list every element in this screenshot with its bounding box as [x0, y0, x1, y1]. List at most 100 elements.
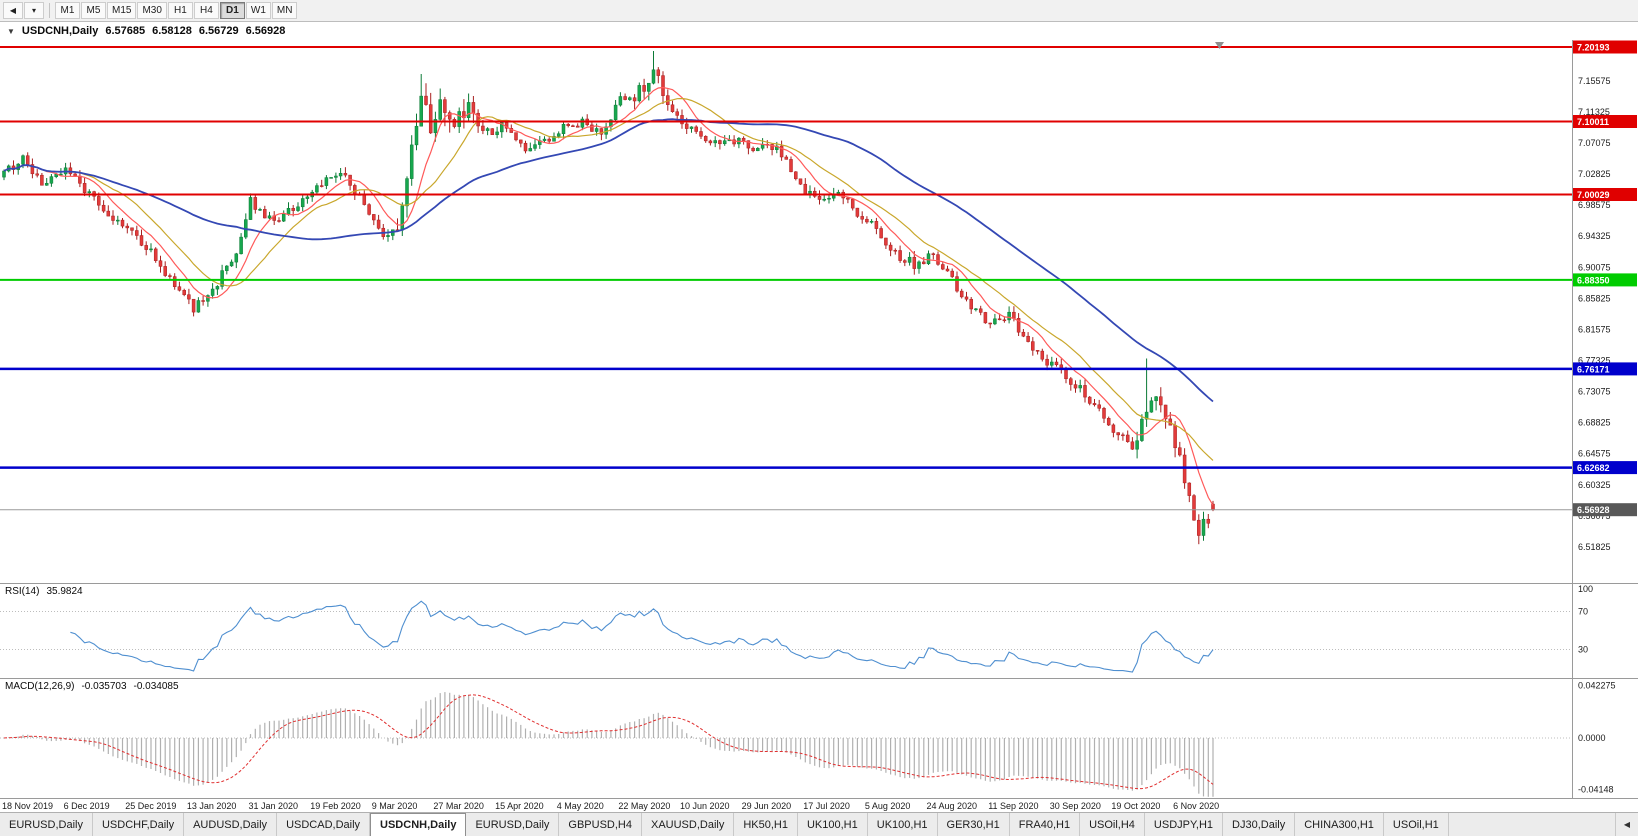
chart-tab-1-usdchf-daily[interactable]: USDCHF,Daily [93, 813, 185, 836]
timeframe-button-m1[interactable]: M1 [55, 2, 80, 19]
toolbar-separator [49, 3, 50, 18]
svg-text:15 Apr 2020: 15 Apr 2020 [495, 801, 544, 811]
macd-main-value: -0.035703 [81, 681, 127, 692]
chart-tabbar: EURUSD,Daily USDCHF,Daily AUDUSD,Daily USDC… [0, 812, 1638, 836]
svg-text:7.20193: 7.20193 [1577, 43, 1610, 53]
macd-name: MACD(12,26,9) [5, 681, 75, 692]
chart-tab-4-usdcnh-daily[interactable]: USDCNH,Daily [370, 813, 467, 836]
timeframe-button-mn[interactable]: MN [271, 2, 298, 19]
svg-text:6.88350: 6.88350 [1577, 275, 1610, 285]
macd-label: MACD(12,26,9) -0.035703 -0.034085 [5, 681, 179, 692]
chart-tab-17-usoil-h1[interactable]: USOil,H1 [1384, 813, 1449, 836]
svg-text:6.51825: 6.51825 [1578, 542, 1611, 552]
chart-tab-3-usdcad-daily[interactable]: USDCAD,Daily [277, 813, 371, 836]
chart-tab-10-uk100-h1[interactable]: UK100,H1 [868, 813, 938, 836]
ohlc-close: 6.56928 [245, 25, 286, 37]
svg-text:30: 30 [1578, 645, 1588, 655]
macd-signal-value: -0.034085 [133, 681, 179, 692]
svg-text:10 Jun 2020: 10 Jun 2020 [680, 801, 730, 811]
chart-tab-0-eurusd-daily[interactable]: EURUSD,Daily [0, 813, 93, 836]
panel-separators[interactable] [0, 40, 1638, 799]
chart-tab-13-usoil-h4[interactable]: USOil,H4 [1080, 813, 1145, 836]
svg-text:0.042275: 0.042275 [1578, 681, 1616, 691]
timeframe-button-h1[interactable]: H1 [167, 2, 193, 19]
chart-tab-14-usdjpy-h1[interactable]: USDJPY,H1 [1145, 813, 1224, 836]
timeframe-button-m15[interactable]: M15 [107, 2, 137, 19]
ohlc-low: 6.56729 [198, 25, 239, 37]
svg-text:7.15575: 7.15575 [1578, 76, 1611, 86]
timeframe-button-m5[interactable]: M5 [81, 2, 106, 19]
svg-text:70: 70 [1578, 607, 1588, 617]
svg-text:6.64575: 6.64575 [1578, 449, 1611, 459]
svg-text:6.62682: 6.62682 [1577, 463, 1610, 473]
horizontal-level-lines[interactable] [0, 46, 1572, 511]
chart-tab-15-dj30-daily[interactable]: DJ30,Daily [1223, 813, 1296, 836]
cursor-arrow-icon[interactable]: ◀ [3, 2, 23, 19]
svg-text:29 Jun 2020: 29 Jun 2020 [742, 801, 792, 811]
svg-text:6 Dec 2019: 6 Dec 2019 [64, 801, 110, 811]
rsi-label: RSI(14) 35.9824 [5, 586, 83, 597]
rsi-panel: 100 70 30 [0, 584, 1593, 673]
svg-text:6.90075: 6.90075 [1578, 262, 1611, 272]
svg-text:18 Nov 2019: 18 Nov 2019 [2, 801, 53, 811]
timeframe-button-h4[interactable]: H4 [193, 2, 219, 19]
svg-text:6.94325: 6.94325 [1578, 231, 1611, 241]
date-axis[interactable]: 18 Nov 2019 6 Dec 2019 25 Dec 2019 13 Jan 2… [2, 801, 1219, 811]
chart-info-bar: ▼ USDCNH,Daily 6.57685 6.58128 6.56729 6… [0, 22, 1638, 40]
chart-tab-2-audusd-daily[interactable]: AUDUSD,Daily [184, 813, 278, 836]
svg-text:17 Jul 2020: 17 Jul 2020 [803, 801, 850, 811]
one-click-collapse-icon[interactable]: ▼ [7, 26, 15, 36]
rsi-name: RSI(14) [5, 586, 40, 597]
svg-text:6.85825: 6.85825 [1578, 293, 1611, 303]
dropdown-arrow-icon[interactable]: ▾ [24, 2, 44, 19]
chart-tab-16-china300-h1[interactable]: CHINA300,H1 [1295, 813, 1384, 836]
timeframe-toolbar: ◀ ▾ M1 M5 M15 M30 H1 H4 D1 W1 MN [0, 0, 1638, 22]
candles-layer [2, 51, 1215, 545]
chart-tab-8-hk50-h1[interactable]: HK50,H1 [734, 813, 798, 836]
svg-text:7.11325: 7.11325 [1578, 107, 1610, 117]
svg-text:19 Oct 2020: 19 Oct 2020 [1111, 801, 1160, 811]
svg-text:6.98575: 6.98575 [1578, 200, 1611, 210]
svg-text:6.76171: 6.76171 [1577, 364, 1610, 374]
chart-tab-6-gbpusd-h4[interactable]: GBPUSD,H4 [559, 813, 642, 836]
timeframe-button-m30[interactable]: M30 [137, 2, 167, 19]
chart-tab-7-xauusd-daily[interactable]: XAUUSD,Daily [642, 813, 735, 836]
svg-text:6.56928: 6.56928 [1577, 505, 1610, 515]
svg-text:30 Sep 2020: 30 Sep 2020 [1050, 801, 1101, 811]
svg-text:6.68825: 6.68825 [1578, 418, 1611, 428]
svg-text:24 Aug 2020: 24 Aug 2020 [927, 801, 978, 811]
svg-text:7.02825: 7.02825 [1578, 169, 1611, 179]
ohlc-high: 6.58128 [152, 25, 192, 37]
timeframe-buttons-group: M1 M5 M15 M30 H1 H4 D1 W1 MN [55, 2, 298, 19]
svg-text:6.77325: 6.77325 [1578, 356, 1611, 366]
timeframe-button-w1[interactable]: W1 [245, 2, 271, 19]
chart-tab-9-uk100-h1[interactable]: UK100,H1 [798, 813, 868, 836]
svg-text:0.0000: 0.0000 [1578, 733, 1606, 743]
chart-shift-marker [1215, 42, 1224, 49]
rsi-value: 35.9824 [46, 586, 83, 597]
svg-text:11 Sep 2020: 11 Sep 2020 [988, 801, 1038, 811]
svg-text:27 Mar 2020: 27 Mar 2020 [433, 801, 484, 811]
svg-text:100: 100 [1578, 584, 1593, 594]
timeframe-button-d1[interactable]: D1 [219, 2, 245, 19]
svg-text:6.60325: 6.60325 [1578, 480, 1611, 490]
ohlc-open: 6.57685 [105, 25, 146, 37]
svg-text:6.73075: 6.73075 [1578, 387, 1611, 397]
chart-symbol-period: USDCNH,Daily [21, 25, 99, 37]
svg-text:6 Nov 2020: 6 Nov 2020 [1173, 801, 1219, 811]
chart-tab-5-eurusd-daily[interactable]: EURUSD,Daily [466, 813, 560, 836]
svg-text:6.81575: 6.81575 [1578, 324, 1611, 334]
chart-tab-12-fra40-h1[interactable]: FRA40,H1 [1010, 813, 1081, 836]
svg-text:19 Feb 2020: 19 Feb 2020 [310, 801, 361, 811]
tab-scroll-left-button[interactable]: ◀ [1615, 813, 1638, 836]
svg-text:31 Jan 2020: 31 Jan 2020 [249, 801, 299, 811]
macd-panel: 0.042275 0.0000 -0.04148 [0, 681, 1616, 797]
svg-text:7.00029: 7.00029 [1577, 190, 1610, 200]
svg-text:13 Jan 2020: 13 Jan 2020 [187, 801, 237, 811]
chart-tab-11-ger30-h1[interactable]: GER30,H1 [938, 813, 1010, 836]
price-axis[interactable]: 7.15575 7.11325 7.07075 7.02825 6.98575 6.943… [1573, 40, 1637, 553]
moving-averages-layer [3, 86, 1214, 506]
svg-text:25 Dec 2019: 25 Dec 2019 [125, 801, 176, 811]
svg-text:7.10011: 7.10011 [1577, 117, 1609, 127]
